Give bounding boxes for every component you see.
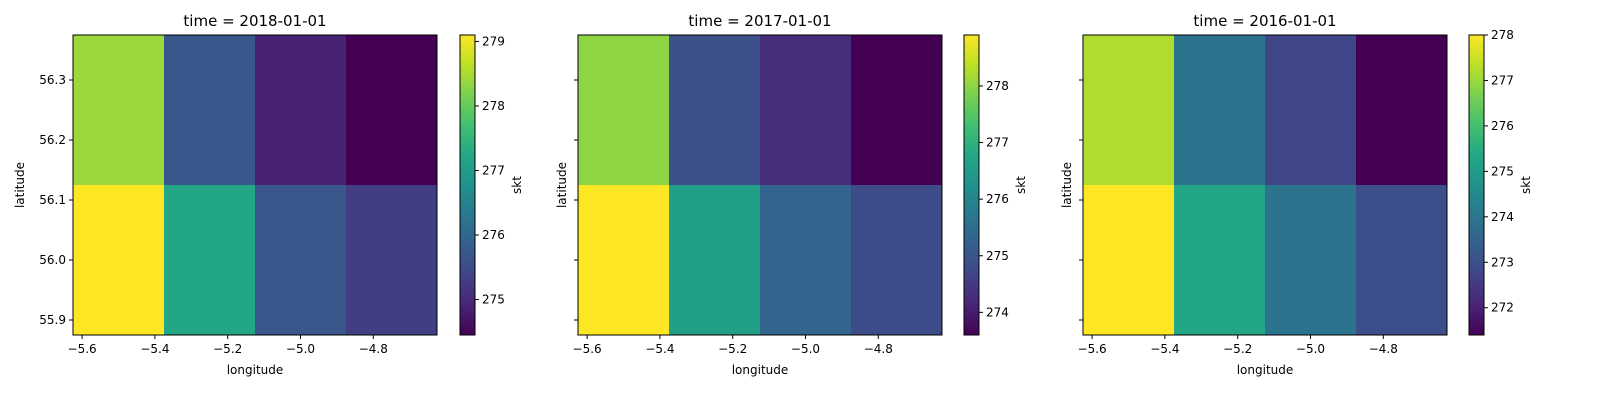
y-tick-label: 56.2 — [39, 133, 66, 147]
heatmap-cell — [578, 185, 669, 335]
chart-title: time = 2017-01-01 — [688, 12, 831, 30]
colorbar-label: skt — [510, 176, 524, 194]
plot-frame — [577, 34, 943, 336]
colorbar-tick-label: 274 — [986, 305, 1009, 319]
y-axis-label: latitude — [13, 162, 27, 208]
x-tick-label: −5.4 — [645, 342, 674, 356]
colorbar-tick-label: 272 — [1491, 301, 1514, 315]
heatmap-cell — [851, 35, 942, 185]
colorbar-frame — [459, 34, 476, 336]
colorbar-tick-label: 278 — [1491, 28, 1514, 42]
heatmap-cell — [1174, 185, 1265, 335]
plot-frame — [1082, 34, 1448, 336]
y-axis-label: latitude — [1060, 162, 1074, 208]
colorbar-tick-label: 278 — [986, 79, 1009, 93]
colorbar-tick-label: 275 — [1491, 164, 1514, 178]
x-tick-label: −5.6 — [1078, 342, 1107, 356]
chart-title: time = 2016-01-01 — [1193, 12, 1336, 30]
heatmap-cell — [669, 35, 760, 185]
colorbar-tick-label: 276 — [986, 192, 1009, 206]
heatmap-cell — [760, 185, 851, 335]
heatmap-cell — [1174, 35, 1265, 185]
heatmap-cell — [1265, 185, 1356, 335]
x-tick-label: −5.4 — [1150, 342, 1179, 356]
heatmap-cell — [1083, 185, 1174, 335]
heatmap-cell — [578, 35, 669, 185]
colorbar-tick-label: 277 — [482, 163, 505, 177]
colorbar-tick-label: 274 — [1491, 210, 1514, 224]
heatmap-cell — [1265, 35, 1356, 185]
colorbar — [1469, 35, 1484, 335]
heatmap-cell — [760, 35, 851, 185]
x-tick-label: −5.2 — [213, 342, 242, 356]
colorbar-tick-label: 276 — [482, 228, 505, 242]
x-tick-label: −5.0 — [791, 342, 820, 356]
heatmap-cell — [164, 185, 255, 335]
colorbar-tick-label: 278 — [482, 99, 505, 113]
x-tick-label: −5.2 — [1223, 342, 1252, 356]
plot-frame — [72, 34, 438, 336]
y-axis-label: latitude — [555, 162, 569, 208]
x-axis-label: longitude — [1237, 363, 1294, 377]
colorbar — [964, 35, 979, 335]
colorbar — [460, 35, 475, 335]
panel-1: time = 2018-01-01 −5.6 −5.4 −5.2 −5.0 −4.8 lon… — [13, 12, 524, 377]
y-tick-label: 56.0 — [39, 253, 66, 267]
colorbar-label: skt — [1519, 176, 1533, 194]
panel-2: time = 2017-01-01 −5.6 −5.4 −5.2 −5.0 −4.8 lon… — [555, 12, 1028, 377]
panel-3: time = 2016-01-01 −5.6 −5.4 −5.2 −5.0 −4.8 lon… — [1060, 12, 1533, 377]
colorbar-frame — [963, 34, 980, 336]
chart-title: time = 2018-01-01 — [183, 12, 326, 30]
heatmap-cell — [669, 185, 760, 335]
x-axis-label: longitude — [227, 363, 284, 377]
x-tick-label: −5.2 — [718, 342, 747, 356]
x-tick-label: −4.8 — [359, 342, 388, 356]
x-tick-label: −5.0 — [286, 342, 315, 356]
colorbar-tick-label: 277 — [1491, 73, 1514, 87]
x-tick-label: −5.0 — [1296, 342, 1325, 356]
colorbar-tick-label: 277 — [986, 136, 1009, 150]
y-tick-label: 56.3 — [39, 73, 66, 87]
colorbar-frame — [1468, 34, 1485, 336]
heatmap-cell — [73, 185, 164, 335]
colorbar-tick-label: 276 — [1491, 119, 1514, 133]
colorbar-tick-label: 273 — [1491, 255, 1514, 269]
y-tick-label: 56.1 — [39, 193, 66, 207]
heatmap-cell — [255, 35, 346, 185]
heatmap-cell — [851, 185, 942, 335]
heatmap-cell — [346, 35, 437, 185]
heatmap-cell — [1356, 185, 1447, 335]
colorbar-label: skt — [1014, 176, 1028, 194]
x-tick-label: −4.8 — [864, 342, 893, 356]
heatmap-cell — [164, 35, 255, 185]
heatmap-cell — [255, 185, 346, 335]
colorbar-tick-label: 275 — [986, 249, 1009, 263]
x-tick-label: −4.8 — [1369, 342, 1398, 356]
x-tick-label: −5.6 — [68, 342, 97, 356]
x-tick-label: −5.6 — [573, 342, 602, 356]
heatmap-cell — [346, 185, 437, 335]
heatmap-cell — [1083, 35, 1174, 185]
y-tick-label: 55.9 — [39, 313, 66, 327]
colorbar-tick-label: 275 — [482, 293, 505, 307]
x-tick-label: −5.4 — [140, 342, 169, 356]
heatmap-cell — [73, 35, 164, 185]
heatmap-cell — [1356, 35, 1447, 185]
colorbar-tick-label: 279 — [482, 34, 505, 48]
x-axis-label: longitude — [732, 363, 789, 377]
